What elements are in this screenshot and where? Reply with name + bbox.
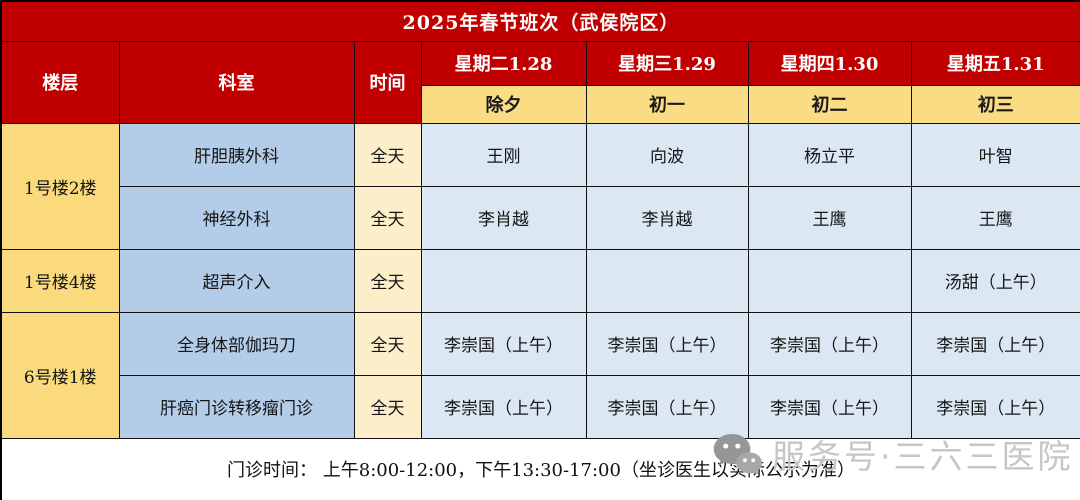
schedule-cell: 李肖越 bbox=[420, 185, 587, 250]
schedule-cell bbox=[420, 248, 587, 313]
table-row: 6号楼1楼 全身体部伽玛刀 全天 李崇国（上午） 李崇国（上午） 李崇国（上午）… bbox=[0, 311, 1080, 439]
footer-row: 门诊时间： 上午8:00-12:00，下午13:30-17:00（坐诊医生以实际… bbox=[0, 437, 1080, 500]
holiday-header-row: 除夕 初一 初二 初三 bbox=[1, 84, 1080, 124]
title-row: 2025年春节班次（武侯院区） bbox=[0, 0, 1080, 42]
schedule-cell: 李崇国（上午） bbox=[585, 311, 749, 376]
floor-header: 楼层 bbox=[0, 40, 120, 124]
schedule-cell: 李崇国（上午） bbox=[420, 374, 587, 439]
floor-cell: 1号楼4楼 bbox=[0, 248, 120, 313]
dept-header: 科室 bbox=[118, 40, 355, 124]
footer-note: 门诊时间： 上午8:00-12:00，下午13:30-17:00（坐诊医生以实际… bbox=[0, 437, 1080, 500]
schedule-cell: 李崇国（上午） bbox=[910, 374, 1080, 439]
time-cell: 全天 bbox=[353, 374, 422, 439]
table-row: 1号楼2楼 肝胆胰外科 全天 王刚 向波 杨立平 叶智 bbox=[0, 122, 1080, 250]
page-title: 2025年春节班次（武侯院区） bbox=[0, 0, 1080, 42]
schedule-cell: 汤甜（上午） bbox=[910, 248, 1080, 313]
schedule-cell: 李崇国（上午） bbox=[910, 311, 1080, 376]
dept-cell: 全身体部伽玛刀 bbox=[118, 311, 355, 376]
time-header: 时间 bbox=[353, 40, 422, 124]
time-cell: 全天 bbox=[353, 185, 422, 250]
schedule-cell: 叶智 bbox=[910, 122, 1080, 187]
holiday-header: 初一 bbox=[585, 84, 749, 124]
dept-cell: 肝胆胰外科 bbox=[118, 122, 355, 187]
date-header-row: 楼层 科室 时间 星期二1.28 星期三1.29 星期四1.30 星期五1.31 bbox=[0, 40, 1080, 124]
schedule-cell bbox=[585, 248, 749, 313]
time-cell: 全天 bbox=[353, 122, 422, 187]
schedule-cell: 李肖越 bbox=[585, 185, 749, 250]
schedule-cell bbox=[747, 248, 912, 313]
floor-cell: 1号楼2楼 bbox=[0, 122, 120, 250]
table-row: 神经外科 全天 李肖越 李肖越 王鹰 王鹰 bbox=[1, 185, 1080, 250]
schedule-cell: 杨立平 bbox=[747, 122, 912, 187]
dept-cell: 神经外科 bbox=[118, 185, 355, 250]
date-header: 星期二1.28 bbox=[420, 40, 587, 86]
schedule-cell: 李崇国（上午） bbox=[585, 374, 749, 439]
time-cell: 全天 bbox=[353, 248, 422, 313]
dept-cell: 超声介入 bbox=[118, 248, 355, 313]
date-header: 星期五1.31 bbox=[910, 40, 1080, 86]
schedule-cell: 李崇国（上午） bbox=[747, 374, 912, 439]
holiday-header: 初二 bbox=[747, 84, 912, 124]
date-header: 星期三1.29 bbox=[585, 40, 749, 86]
dept-cell: 肝癌门诊转移瘤门诊 bbox=[118, 374, 355, 439]
schedule-cell: 王鹰 bbox=[910, 185, 1080, 250]
table-row: 1号楼4楼 超声介入 全天 汤甜（上午） bbox=[0, 248, 1080, 313]
time-cell: 全天 bbox=[353, 311, 422, 376]
schedule-cell: 王刚 bbox=[420, 122, 587, 187]
table-row: 肝癌门诊转移瘤门诊 全天 李崇国（上午） 李崇国（上午） 李崇国（上午） 李崇国… bbox=[1, 374, 1080, 439]
schedule-cell: 王鹰 bbox=[747, 185, 912, 250]
schedule-cell: 李崇国（上午） bbox=[747, 311, 912, 376]
schedule-cell: 向波 bbox=[585, 122, 749, 187]
date-header: 星期四1.30 bbox=[747, 40, 912, 86]
floor-cell: 6号楼1楼 bbox=[0, 311, 120, 439]
holiday-header: 初三 bbox=[910, 84, 1080, 124]
schedule-cell: 李崇国（上午） bbox=[420, 311, 587, 376]
holiday-header: 除夕 bbox=[420, 84, 587, 124]
